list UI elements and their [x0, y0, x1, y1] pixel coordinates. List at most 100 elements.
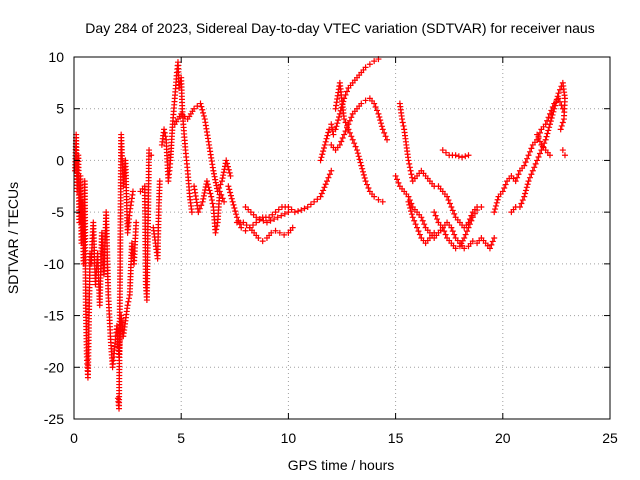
data-point	[216, 185, 223, 192]
data-point	[516, 203, 523, 210]
data-point	[285, 203, 292, 210]
data-point	[532, 160, 539, 167]
data-point	[191, 105, 198, 112]
data-point	[133, 219, 140, 226]
data-point	[491, 209, 498, 216]
data-point	[469, 238, 476, 245]
data-point	[493, 199, 500, 206]
data-point	[407, 205, 414, 212]
data-point	[371, 58, 378, 65]
data-point	[531, 164, 538, 171]
data-point	[323, 178, 330, 185]
data-point	[281, 210, 288, 217]
data-point	[188, 209, 195, 216]
data-point	[250, 222, 257, 229]
data-point	[351, 140, 358, 147]
data-point	[220, 172, 227, 179]
data-point	[535, 135, 542, 142]
data-point	[317, 193, 324, 200]
data-point	[216, 188, 223, 195]
data-point	[448, 224, 455, 231]
data-point	[325, 129, 332, 136]
data-point	[374, 107, 381, 114]
data-point	[352, 143, 359, 150]
data-point	[405, 198, 412, 205]
x-tick-label: 0	[70, 430, 78, 446]
data-point	[375, 110, 382, 117]
data-point	[266, 214, 273, 221]
data-point	[156, 178, 163, 185]
data-point	[441, 228, 448, 235]
data-point	[253, 214, 260, 221]
data-point	[229, 198, 236, 205]
data-point	[376, 113, 383, 120]
data-point	[400, 122, 407, 129]
data-point	[228, 195, 235, 202]
data-point	[291, 209, 298, 216]
data-point	[210, 167, 217, 174]
data-point	[263, 219, 270, 226]
data-point	[346, 117, 353, 124]
data-point	[226, 186, 233, 193]
data-point	[203, 178, 210, 185]
data-point	[359, 165, 366, 172]
data-point	[546, 152, 553, 159]
data-point	[242, 227, 249, 234]
data-point	[488, 241, 495, 248]
x-tick-label: 25	[602, 430, 618, 446]
data-point	[406, 160, 413, 167]
data-point	[219, 195, 226, 202]
data-point	[542, 136, 549, 143]
data-point	[224, 163, 231, 170]
data-point	[553, 96, 560, 103]
data-point	[445, 197, 452, 204]
data-point	[406, 164, 413, 171]
axis-ticks: 0 5 10 15 20 25 -25 -20 -15 -10 -5 0 5 10	[44, 49, 618, 446]
data-point	[534, 131, 541, 138]
data-point	[434, 216, 441, 223]
data-point	[320, 148, 327, 155]
data-point	[223, 157, 230, 164]
data-point	[318, 190, 325, 197]
data-point	[285, 209, 292, 216]
data-point	[275, 206, 282, 213]
data-point	[552, 99, 559, 106]
data-point	[535, 153, 542, 160]
data-point	[227, 192, 234, 199]
data-point	[362, 178, 369, 185]
data-point	[349, 136, 356, 143]
data-point	[342, 119, 349, 126]
x-tick-label: 15	[388, 430, 404, 446]
data-point	[405, 157, 412, 164]
y-tick-label: 10	[48, 49, 64, 65]
data-point	[332, 126, 339, 133]
data-point	[371, 193, 378, 200]
data-point	[207, 190, 214, 197]
data-point	[358, 162, 365, 169]
data-point	[146, 147, 153, 154]
data-point	[492, 202, 499, 209]
data-point	[561, 152, 568, 159]
data-point	[518, 200, 525, 207]
data-point	[366, 61, 373, 68]
data-point	[212, 179, 219, 186]
data-point	[225, 183, 232, 190]
data-point	[220, 169, 227, 176]
data-point	[416, 231, 423, 238]
data-point	[200, 195, 207, 202]
data-point	[212, 229, 219, 236]
data-point	[221, 198, 228, 205]
data-point	[200, 192, 207, 199]
data-point	[559, 147, 566, 154]
data-point	[354, 150, 361, 157]
data-point	[455, 153, 462, 160]
data-point	[314, 196, 321, 203]
data-point	[522, 187, 529, 194]
x-tick-label: 10	[281, 430, 297, 446]
data-point	[298, 207, 305, 214]
data-point	[339, 135, 346, 142]
data-point	[411, 217, 418, 224]
x-axis-label: GPS time / hours	[288, 457, 395, 473]
data-point	[360, 171, 367, 178]
data-point	[550, 108, 557, 115]
